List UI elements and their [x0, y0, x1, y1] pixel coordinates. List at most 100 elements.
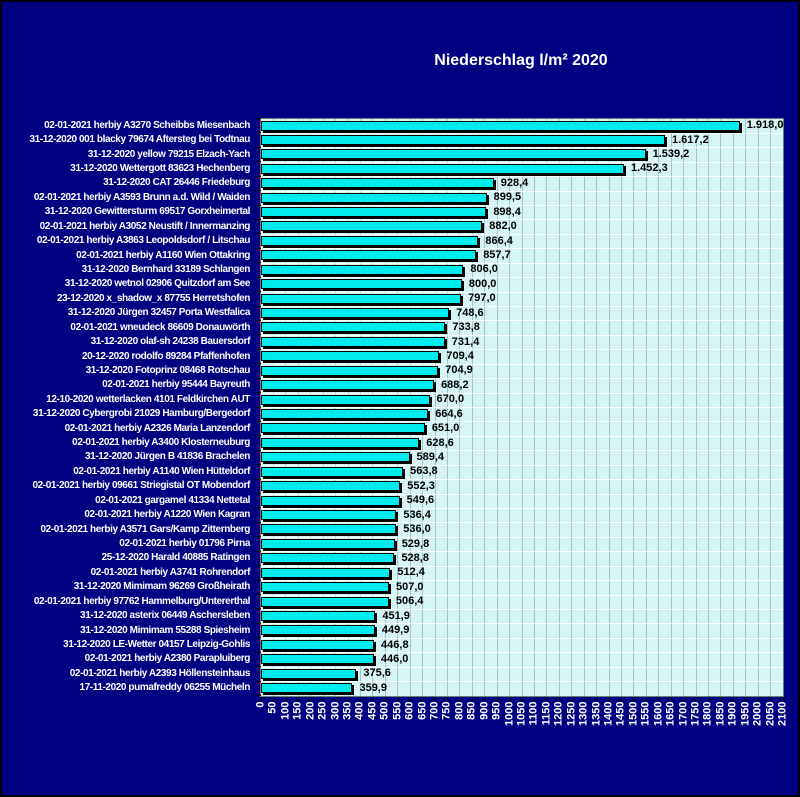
- category-label: 02-01-2021 herbiy A1220 Wien Kagran: [84, 509, 250, 521]
- bar: [261, 582, 390, 593]
- value-tick-mark: [397, 697, 399, 702]
- bar-value-label: 866,4: [485, 234, 513, 247]
- value-tick-mark: [273, 697, 275, 702]
- category-label: 31-12-2020 LE-Wetter 04157 Leipzig-Gohli…: [63, 639, 250, 650]
- x-tick-label: 900: [478, 701, 491, 720]
- category-label: 02-01-2021 herbiy A2393 Höllensteinhaus: [69, 667, 251, 679]
- bar-value-label: 1.918,0: [746, 119, 784, 132]
- bar: [261, 524, 397, 535]
- category-tick-mark: [255, 247, 261, 249]
- category-label: 02-01-2021 gargamel 41334 Nettetal: [95, 494, 250, 506]
- category-tick-mark: [255, 536, 261, 538]
- category-label: 02-01-2021 wneudeck 86609 Donauwörth: [70, 321, 250, 333]
- bar: [261, 452, 410, 463]
- category-label: 02-01-2021 herbiy A2380 Parapluiberg: [84, 653, 251, 665]
- bar: [261, 553, 395, 564]
- bar-value-label: 589,4: [416, 450, 445, 463]
- x-tick-label: 150: [291, 701, 304, 720]
- x-tick-label: 2000: [751, 701, 764, 726]
- bar-value-label: 651,0: [431, 422, 460, 435]
- category-tick-mark: [255, 594, 261, 596]
- category-label: 02-01-2021 herbiy 97762 Hammelburg/Unter…: [33, 595, 251, 607]
- category-label: 02-01-2021 herbiy A1160 Wien Ottakring: [76, 249, 250, 261]
- x-tick-label: 1300: [577, 701, 590, 726]
- value-tick-mark: [509, 697, 511, 702]
- row-separator-line: [261, 132, 783, 134]
- category-label: 31-12-2020 wetnol 02906 Quitzdorf am See: [64, 278, 251, 290]
- value-tick-mark: [696, 697, 697, 702]
- x-tick-label: 850: [465, 701, 478, 720]
- bar-value-label: 552,3: [407, 479, 435, 492]
- x-tick-label: 1550: [639, 701, 652, 726]
- x-tick-label: 1100: [527, 701, 540, 726]
- bar-value-label: 704,9: [445, 364, 473, 377]
- bar: [261, 163, 624, 174]
- x-tick-label: 1450: [614, 701, 627, 726]
- value-tick-mark: [658, 697, 660, 702]
- bar: [261, 495, 400, 506]
- bar: [261, 610, 376, 621]
- bar: [261, 279, 462, 290]
- row-separator-line: [261, 147, 783, 149]
- row-separator-line: [261, 450, 783, 452]
- bar: [261, 654, 374, 665]
- row-separator-line: [261, 248, 783, 250]
- x-tick-label: 1900: [726, 701, 739, 726]
- value-tick-mark: [472, 697, 474, 702]
- category-tick-mark: [255, 233, 261, 235]
- category-tick-mark: [255, 521, 261, 523]
- category-label: 02-01-2021 herbiy A2326 Maria Lanzendorf: [64, 422, 251, 434]
- category-label: 31-12-2020 Mimimam 55288 Spiesheim: [80, 624, 250, 636]
- bar-value-label: 628,6: [426, 436, 454, 449]
- category-tick-mark: [255, 622, 261, 624]
- bar-value-label: 1.617,2: [671, 133, 709, 146]
- value-tick-mark: [783, 697, 784, 702]
- bar-value-label: 857,7: [483, 249, 511, 262]
- value-tick-mark: [546, 697, 548, 702]
- category-label: 02-01-2021 herbiy 95444 Bayreuth: [102, 379, 250, 391]
- value-tick-mark: [360, 697, 362, 702]
- bar-value-label: 688,2: [441, 378, 469, 391]
- bar-value-label: 536,4: [403, 508, 431, 521]
- value-tick-mark: [671, 697, 673, 702]
- x-tick-label: 1250: [565, 701, 578, 726]
- bar: [261, 625, 375, 636]
- x-tick-label: 1000: [503, 701, 516, 726]
- bar: [261, 120, 740, 131]
- category-tick-mark: [255, 651, 261, 653]
- bar-value-label: 449,9: [381, 624, 410, 637]
- value-tick-mark: [298, 697, 300, 702]
- category-label: 23-12-2020 x_shadow_x 87755 Herretshofen: [56, 292, 250, 304]
- value-tick-mark: [261, 697, 262, 702]
- category-tick-mark: [255, 435, 261, 437]
- value-tick-mark: [621, 697, 623, 702]
- value-tick-mark: [285, 697, 287, 702]
- category-tick-mark: [255, 161, 261, 163]
- x-tick-label: 50: [266, 701, 279, 714]
- bar: [261, 293, 462, 304]
- x-tick-label: 2100: [776, 701, 789, 726]
- category-tick-mark: [255, 420, 261, 422]
- category-label: 31-12-2020 Bernhard 33189 Schlangen: [81, 263, 251, 275]
- category-label: 02-01-2021 herbiy A3400 Klosterneuburg: [72, 437, 250, 449]
- value-tick-mark: [372, 697, 374, 702]
- category-tick-mark: [255, 118, 261, 119]
- category-tick-mark: [255, 305, 261, 307]
- value-tick-mark: [410, 697, 412, 702]
- bar-value-label: 446,8: [381, 638, 409, 651]
- value-tick-mark: [310, 697, 312, 702]
- x-tick-label: 800: [453, 701, 466, 720]
- row-separator-line: [261, 565, 783, 567]
- x-tick-label: 600: [403, 701, 416, 720]
- category-tick-mark: [255, 695, 261, 696]
- bar-value-label: 563,8: [410, 465, 438, 478]
- category-label: 25-12-2020 Harald 40885 Ratingen: [101, 552, 251, 564]
- x-tick-label: 1600: [652, 701, 665, 726]
- bar-value-label: 806,0: [470, 263, 498, 276]
- value-tick-mark: [435, 697, 436, 702]
- row-separator-line: [261, 407, 783, 408]
- value-tick-mark: [708, 697, 710, 702]
- bar: [261, 336, 445, 347]
- bar: [261, 178, 494, 189]
- row-separator-line: [261, 637, 783, 639]
